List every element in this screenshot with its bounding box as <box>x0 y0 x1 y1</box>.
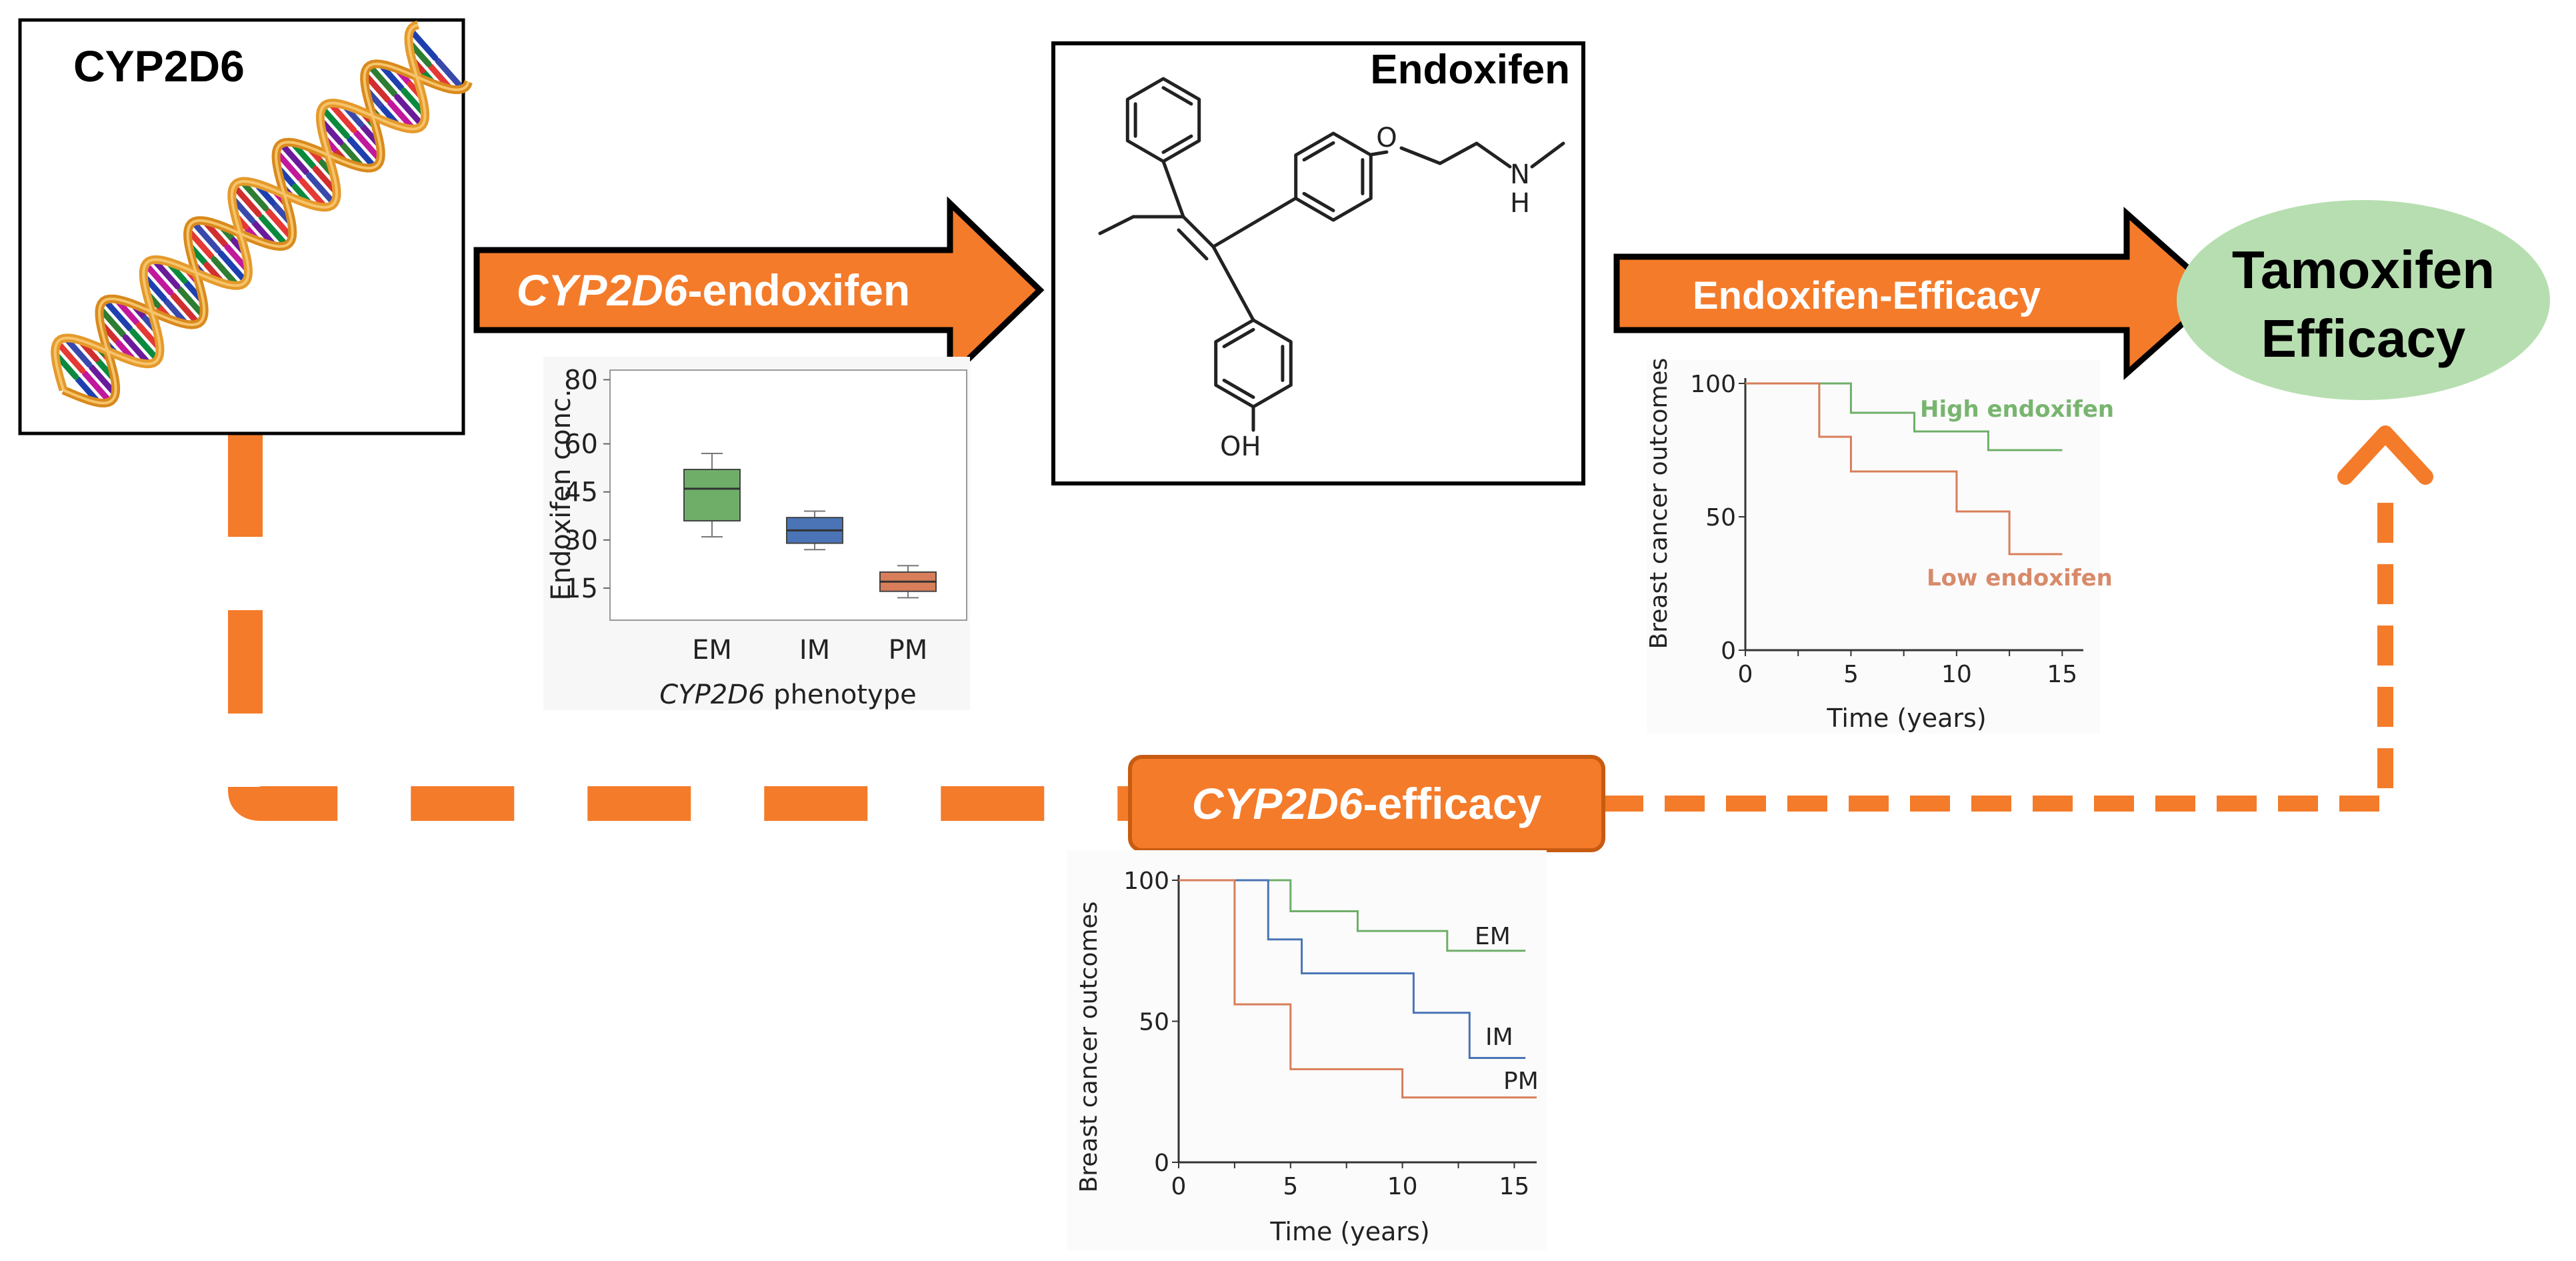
km2-series-0 <box>1179 879 1526 952</box>
outcome-line1: Tamoxifen <box>2232 240 2495 299</box>
boxplot-ytick-label: 60 <box>564 429 598 460</box>
dna-helix-icon <box>51 21 473 407</box>
km1-ytick-label: 100 <box>1690 371 1736 398</box>
km1-series-0 <box>1745 382 2063 451</box>
km2-series-2 <box>1179 879 1537 1099</box>
km2-series-label-2: PM <box>1503 1068 1539 1095</box>
arrowhead-up-icon <box>2337 425 2433 485</box>
h-label: H <box>1510 188 1530 219</box>
boxplot-ytick-label: 30 <box>564 525 598 556</box>
boxplot-y-label: Endoxifen conc. <box>546 389 577 600</box>
km1-y-label: Breast cancer outcomes <box>1645 358 1673 650</box>
km2-ytick-label: 0 <box>1154 1150 1169 1177</box>
km2-series-label-0: EM <box>1475 923 1511 950</box>
dashed-connector-left <box>228 433 1133 821</box>
km1-series-label-0: High endoxifen <box>1920 396 2114 423</box>
n-label: N <box>1510 159 1530 190</box>
km-chart-endoxifen: Breast cancer outcomes Time (years) 0501… <box>1645 358 2114 734</box>
cyp2d6-efficacy-label: CYP2D6-efficacy <box>1128 755 1605 852</box>
km1-series-label-1: Low endoxifen <box>1927 565 2113 591</box>
oh-label: OH <box>1220 431 1261 462</box>
km1-xtick-label: 15 <box>2047 661 2077 688</box>
endoxifen-structure-icon <box>1098 77 1565 432</box>
km1-xtick-label: 5 <box>1843 661 1859 688</box>
boxplot-ytick-label: 80 <box>564 365 598 395</box>
boxplot-ytick-label: 15 <box>564 573 598 604</box>
o-label: O <box>1376 123 1397 153</box>
cyp2d6-efficacy-text: CYP2D6-efficacy <box>1192 779 1542 828</box>
km-chart-phenotype: Breast cancer outcomes Time (years) 0501… <box>1067 850 1547 1250</box>
km2-xtick-label: 5 <box>1283 1173 1298 1200</box>
km2-xtick-label: 0 <box>1171 1173 1187 1200</box>
arrow-endoxifen-efficacy: Endoxifen-Efficacy <box>1613 206 2221 381</box>
outcome-line2: Efficacy <box>2261 309 2466 368</box>
km1-x-label: Time (years) <box>1826 704 1986 733</box>
boxplot-box-em <box>683 469 741 521</box>
boxplot-chart: Endoxifen conc. CYP2D6 phenotype 15 30 45 6… <box>543 357 970 710</box>
dashed-connector-right <box>1603 425 2433 812</box>
boxplot-ytick-label: 45 <box>564 477 598 508</box>
arrow-cyp2d6-endoxifen: CYP2D6-endoxifen <box>473 196 1045 384</box>
tamoxifen-efficacy-node: Tamoxifen Efficacy <box>2177 200 2550 400</box>
boxplot-category-em: EM <box>692 635 732 666</box>
cyp2d6-box: CYP2D6 <box>18 18 473 435</box>
cyp2d6-title: CYP2D6 <box>73 41 245 91</box>
endoxifen-title: Endoxifen <box>1370 47 1570 93</box>
km1-ytick-label: 0 <box>1721 638 1736 665</box>
km2-y-label: Breast cancer outcomes <box>1075 902 1103 1193</box>
km2-ytick-label: 50 <box>1139 1009 1169 1036</box>
km1-ytick-label: 50 <box>1705 504 1736 531</box>
boxplot-category-pm: PM <box>889 635 928 666</box>
km2-ytick-label: 100 <box>1123 868 1169 895</box>
endoxifen-box: Endoxifen OH O N H <box>1051 41 1585 485</box>
arrow-label-cyp2d6-endoxifen: CYP2D6-endoxifen <box>517 265 910 315</box>
boxplot-x-label: CYP2D6 phenotype <box>659 680 916 710</box>
arrow-label-endoxifen-efficacy: Endoxifen-Efficacy <box>1693 274 2041 317</box>
km2-series-1 <box>1179 879 1526 1059</box>
km1-xtick-label: 0 <box>1738 661 1753 688</box>
boxplot-category-im: IM <box>799 635 830 666</box>
km1-xtick-label: 10 <box>1941 661 1972 688</box>
km2-xtick-label: 10 <box>1387 1173 1418 1200</box>
km2-x-label: Time (years) <box>1269 1217 1429 1246</box>
km2-xtick-label: 15 <box>1499 1173 1530 1200</box>
km2-series-label-1: IM <box>1485 1024 1513 1051</box>
km1-series-1 <box>1745 382 2063 555</box>
